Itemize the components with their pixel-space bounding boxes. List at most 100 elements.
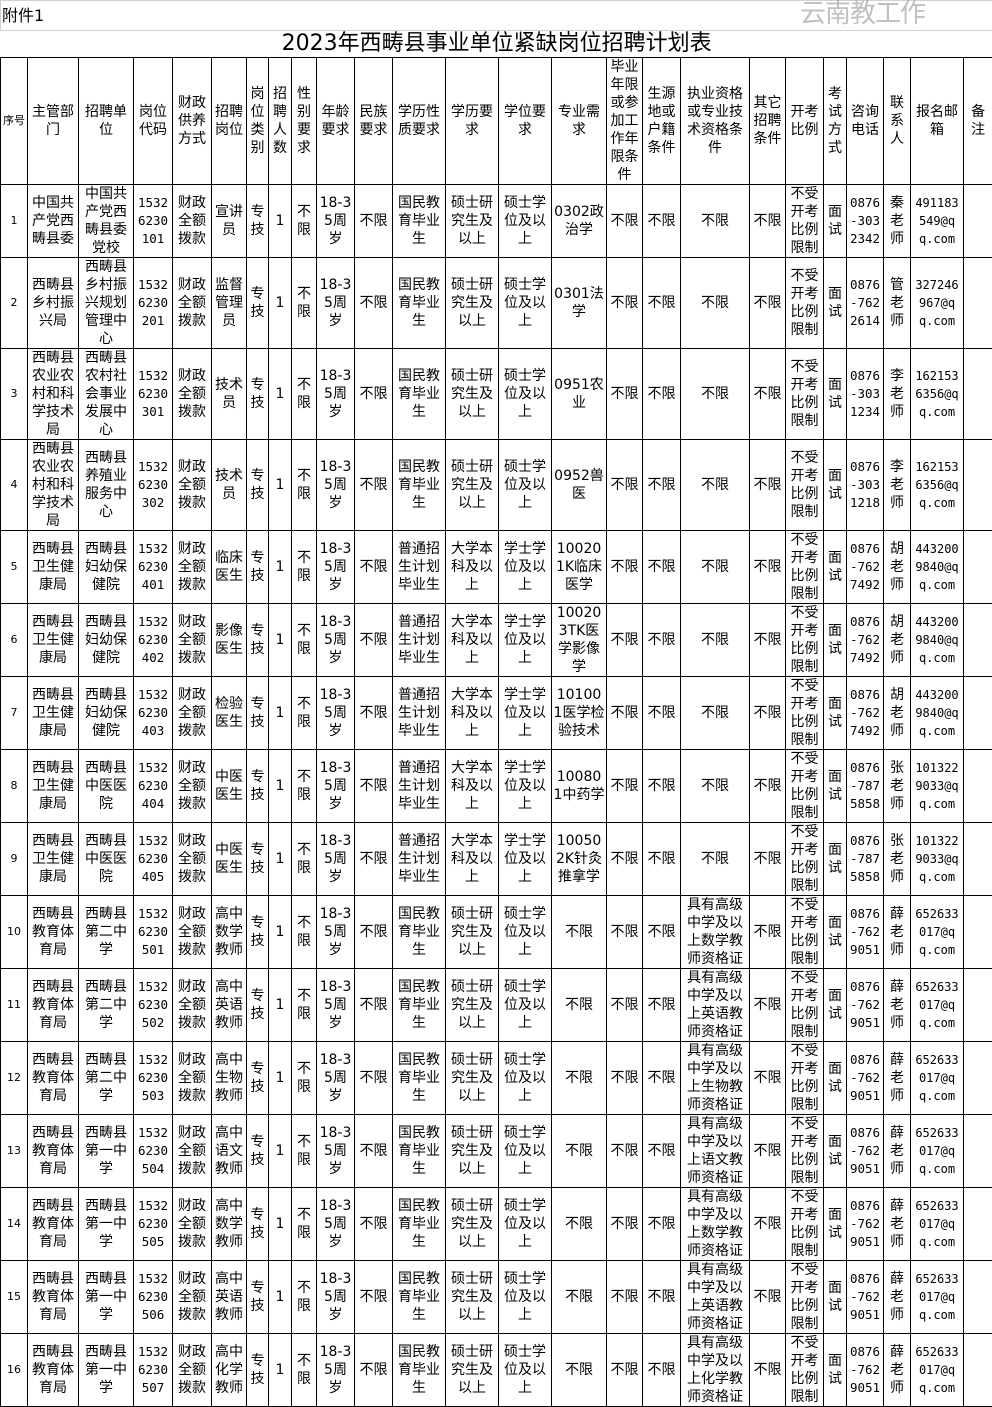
table-cell: 西畴县第一中学 xyxy=(79,1115,134,1188)
table-cell xyxy=(964,896,992,969)
table-cell: 不限 xyxy=(750,1115,786,1188)
table-cell: 不限 xyxy=(607,440,643,531)
table-cell: 不限 xyxy=(607,1188,643,1261)
table-cell: 不限 xyxy=(643,969,681,1042)
table-cell: 学士学位及以上 xyxy=(499,750,552,823)
table-cell: 不限 xyxy=(681,349,750,440)
table-cell: 不限 xyxy=(643,440,681,531)
table-cell: 大学本科及以上 xyxy=(446,531,499,604)
table-cell: 不受开考比例限制 xyxy=(786,604,824,677)
table-cell: 0952兽医 xyxy=(552,440,607,531)
table-cell: 0876-3031218 xyxy=(847,440,884,531)
table-cell: 652633017@qq.com xyxy=(911,1261,964,1334)
table-cell: 西畴县卫生健康局 xyxy=(28,677,79,750)
table-cell: 不限 xyxy=(292,349,317,440)
table-cell: 不限 xyxy=(292,604,317,677)
table-cell: 西畴县卫生健康局 xyxy=(28,531,79,604)
table-cell: 0876-7622614 xyxy=(847,258,884,349)
table-cell: 普通招生计划毕业生 xyxy=(393,531,446,604)
table-cell: 0876-7629051 xyxy=(847,1115,884,1188)
table-cell: 不限 xyxy=(750,1334,786,1407)
table-cell: 薛老师 xyxy=(884,1188,911,1261)
table-cell: 18-35周岁 xyxy=(317,969,355,1042)
column-header: 专业需求 xyxy=(552,58,607,185)
table-cell: 大学本科及以上 xyxy=(446,677,499,750)
table-cell: 14 xyxy=(1,1188,28,1261)
table-cell: 16 xyxy=(1,1334,28,1407)
table-cell: 不受开考比例限制 xyxy=(786,823,824,896)
table-cell: 5 xyxy=(1,531,28,604)
table-cell: 1 xyxy=(269,677,292,750)
table-cell: 不限 xyxy=(355,1261,393,1334)
table-cell: 1 xyxy=(269,440,292,531)
table-cell: 具有高级中学及以上生物教师资格证 xyxy=(681,1042,750,1115)
table-cell: 学士学位及以上 xyxy=(499,604,552,677)
table-cell: 普通招生计划毕业生 xyxy=(393,750,446,823)
table-cell: 硕士学位及以上 xyxy=(499,258,552,349)
table-cell xyxy=(964,1115,992,1188)
table-cell: 学士学位及以上 xyxy=(499,677,552,750)
table-cell: 不限 xyxy=(607,1042,643,1115)
table-cell: 西畴县第二中学 xyxy=(79,969,134,1042)
table-cell: 专技 xyxy=(247,1115,269,1188)
table-cell: 大学本科及以上 xyxy=(446,750,499,823)
table-cell: 不限 xyxy=(750,1188,786,1261)
table-cell: 18-35周岁 xyxy=(317,604,355,677)
table-cell: 4432009840@qq.com xyxy=(911,531,964,604)
table-cell: 不限 xyxy=(643,604,681,677)
table-cell: 硕士学位及以上 xyxy=(499,896,552,969)
table-cell: 专技 xyxy=(247,440,269,531)
table-cell: 具有高级中学及以上数学教师资格证 xyxy=(681,896,750,969)
table-cell: 面试 xyxy=(824,750,847,823)
table-cell xyxy=(964,677,992,750)
table-cell: 不限 xyxy=(292,258,317,349)
table-cell: 1 xyxy=(269,1115,292,1188)
table-cell: 专技 xyxy=(247,604,269,677)
table-cell: 专技 xyxy=(247,750,269,823)
table-cell: 不受开考比例限制 xyxy=(786,349,824,440)
table-cell: 中国共产党西畴县委党校 xyxy=(79,185,134,258)
table-cell: 652633017@qq.com xyxy=(911,969,964,1042)
table-cell: 0876-7629051 xyxy=(847,1261,884,1334)
table-cell: 不限 xyxy=(552,969,607,1042)
table-cell: 专技 xyxy=(247,349,269,440)
table-cell: 不限 xyxy=(292,1334,317,1407)
table-cell: 影像医生 xyxy=(212,604,247,677)
table-cell: 面试 xyxy=(824,896,847,969)
table-cell: 0951农业 xyxy=(552,349,607,440)
table-cell: 15326230502 xyxy=(134,969,173,1042)
table-cell: 西畴县第一中学 xyxy=(79,1334,134,1407)
column-header: 性别要求 xyxy=(292,58,317,185)
table-cell: 0302政治学 xyxy=(552,185,607,258)
table-cell: 1621536356@qq.com xyxy=(911,349,964,440)
table-cell: 不限 xyxy=(355,1042,393,1115)
table-cell: 不限 xyxy=(292,896,317,969)
table-cell: 不限 xyxy=(750,604,786,677)
table-cell: 西畴县妇幼保健院 xyxy=(79,604,134,677)
column-header: 考试方式 xyxy=(824,58,847,185)
column-header: 咨询电话 xyxy=(847,58,884,185)
table-cell: 不限 xyxy=(355,896,393,969)
column-header: 民族要求 xyxy=(355,58,393,185)
table-cell: 硕士研究生及以上 xyxy=(446,1261,499,1334)
table-cell: 不限 xyxy=(292,1115,317,1188)
table-cell: 100203TK医学影像学 xyxy=(552,604,607,677)
table-cell: 不受开考比例限制 xyxy=(786,185,824,258)
table-cell: 国民教育毕业生 xyxy=(393,1042,446,1115)
table-cell: 西畴县妇幼保健院 xyxy=(79,531,134,604)
table-cell: 652633017@qq.com xyxy=(911,1188,964,1261)
table-cell xyxy=(964,1188,992,1261)
table-cell: 具有高级中学及以上语文教师资格证 xyxy=(681,1115,750,1188)
table-cell: 硕士学位及以上 xyxy=(499,1261,552,1334)
table-cell: 张老师 xyxy=(884,750,911,823)
table-cell: 不限 xyxy=(681,677,750,750)
table-cell: 不限 xyxy=(607,1115,643,1188)
table-cell: 西畴县中医医院 xyxy=(79,750,134,823)
table-cell: 硕士研究生及以上 xyxy=(446,440,499,531)
table-cell: 不限 xyxy=(355,185,393,258)
table-cell: 不限 xyxy=(681,823,750,896)
table-cell: 财政全额拨款 xyxy=(173,677,212,750)
table-cell: 13 xyxy=(1,1115,28,1188)
table-cell: 不限 xyxy=(607,349,643,440)
